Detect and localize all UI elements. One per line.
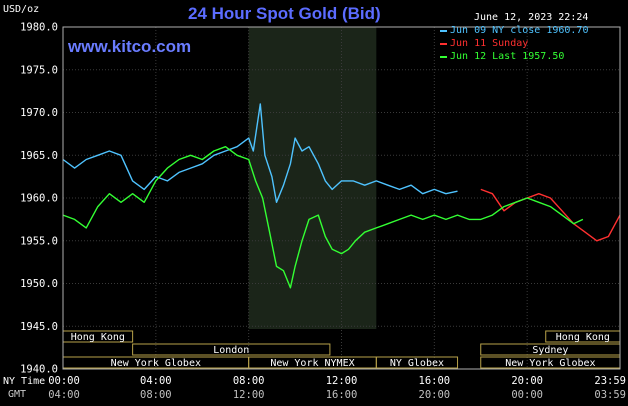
session-bar: [375, 356, 459, 369]
website-label: www.kitco.com: [68, 37, 192, 56]
y-tick-label: 1980.0: [20, 22, 58, 34]
series-line-ny-close: [62, 103, 458, 204]
x-tick-label-ny: 16:00: [419, 375, 451, 387]
x-tick-label-ny: 20:00: [511, 375, 543, 387]
session-label: New York Globex: [505, 358, 595, 369]
legend-swatch-ny-close: [440, 30, 447, 32]
ny-time-label: NY Time: [3, 376, 46, 387]
session-label: Hong Kong: [556, 332, 610, 343]
session-label: New York NYMEX: [270, 358, 354, 369]
x-tick-label-ny: 00:00: [48, 375, 80, 387]
series-line-last: [62, 145, 584, 289]
nymex-shaded-region: [248, 27, 377, 329]
y-tick-label: 1950.0: [20, 278, 58, 290]
x-tick-label-ny: 12:00: [326, 375, 358, 387]
x-tick-label-gmt: 03:59: [594, 389, 626, 401]
legend-swatch-sunday: [440, 43, 447, 45]
session-bar: [132, 343, 331, 356]
gmt-label: GMT: [8, 389, 27, 400]
x-tick-label-gmt: 08:00: [140, 389, 172, 401]
plot-frame: [62, 26, 621, 370]
y-tick-label: 1970.0: [20, 107, 58, 119]
session-label: New York Globex: [111, 358, 201, 369]
legend-entry-sunday: Jun 11 Sunday: [450, 38, 529, 49]
session-label: Hong Kong: [71, 332, 125, 343]
x-tick-label-ny: 08:00: [233, 375, 265, 387]
session-label: NY Globex: [390, 358, 444, 369]
legend-swatch-last: [440, 56, 447, 58]
x-tick-label-ny: 04:00: [140, 375, 172, 387]
y-tick-label: 1975.0: [20, 64, 58, 76]
y-tick-label: 1945.0: [20, 321, 58, 333]
x-tick-label-gmt: 20:00: [419, 389, 451, 401]
legend-entry-last: Jun 12 Last 1957.50: [450, 51, 565, 62]
y-tick-label: 1965.0: [20, 150, 58, 162]
x-tick-label-gmt: 00:00: [511, 389, 543, 401]
session-label: London: [213, 345, 249, 356]
y-tick-label: 1960.0: [20, 193, 58, 205]
y-tick-label: 1940.0: [20, 364, 58, 376]
chart-datetime: June 12, 2023 22:24: [474, 12, 589, 23]
chart-title: 24 Hour Spot Gold (Bid): [188, 4, 381, 23]
legend-entry-ny-close: Jun 09 NY close 1960.70: [450, 25, 589, 36]
x-tick-label-gmt: 12:00: [233, 389, 265, 401]
x-tick-label-ny: 23:59: [594, 375, 626, 387]
x-tick-label-gmt: 04:00: [48, 389, 80, 401]
y-tick-label: 1955.0: [20, 235, 58, 247]
series-line-sunday: [480, 188, 621, 242]
y-axis-unit: USD/oz: [3, 4, 40, 15]
session-label: Sydney: [532, 345, 568, 356]
x-tick-label-gmt: 16:00: [326, 389, 358, 401]
